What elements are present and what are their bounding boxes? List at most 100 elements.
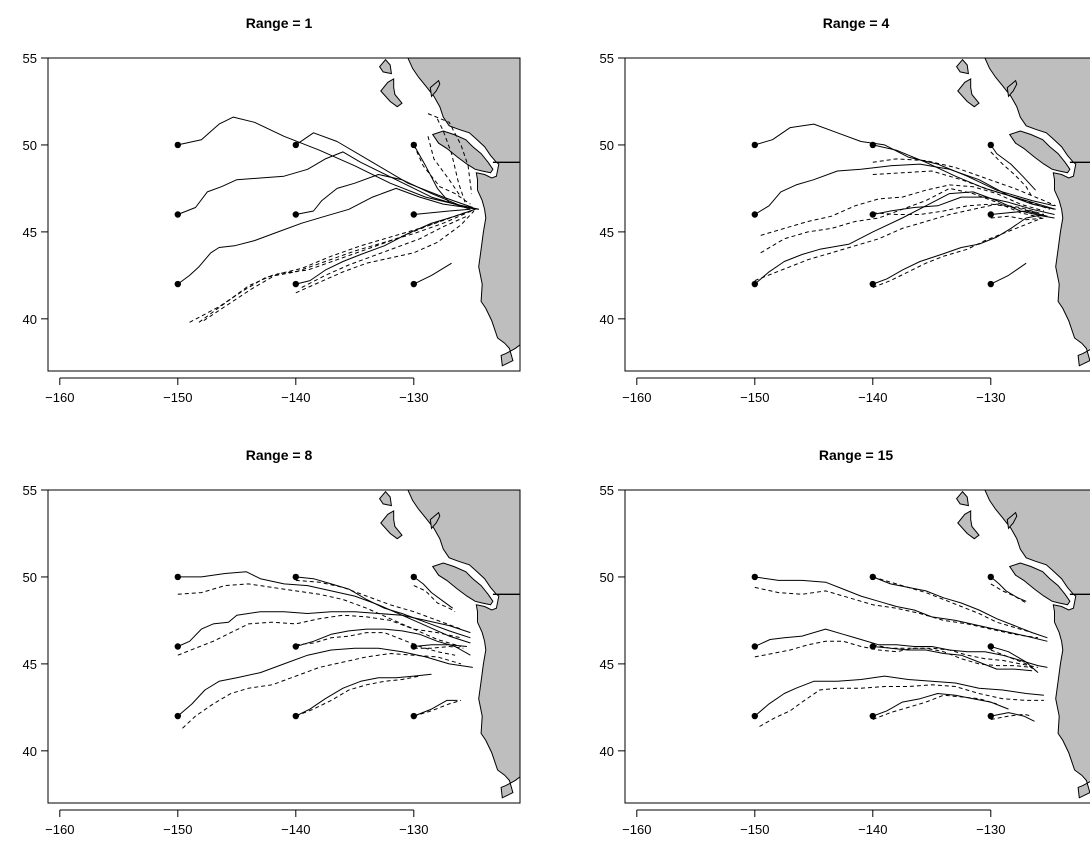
- island: [957, 510, 980, 540]
- island: [431, 562, 494, 606]
- plot-frame: [47, 57, 521, 372]
- start-point: [987, 211, 994, 218]
- trajectory-solid: [872, 144, 1056, 210]
- start-point: [174, 712, 181, 720]
- trajectory-solid: [413, 576, 453, 609]
- trajectory-dashed: [189, 208, 476, 323]
- y-tick-label: 55: [600, 483, 614, 498]
- trajectory-dashed: [760, 184, 1045, 236]
- start-point: [292, 280, 299, 288]
- trajectory-solid: [295, 174, 479, 215]
- start-point: [869, 643, 876, 650]
- trajectory-solid: [295, 576, 471, 639]
- start-point: [410, 573, 417, 581]
- y-axis: 40 45 50 55: [23, 483, 48, 759]
- start-point: [987, 712, 994, 720]
- trajectory-dashed: [177, 614, 462, 656]
- start-point: [869, 280, 876, 288]
- trajectory-solid: [177, 647, 473, 717]
- x-axis: −160 −150 −140 −130: [622, 377, 1005, 405]
- x-tick-label: −140: [858, 822, 887, 837]
- map-area: [751, 490, 1090, 799]
- map-plot: [624, 489, 1090, 804]
- x-tick-label: −150: [163, 822, 192, 837]
- start-point: [751, 280, 758, 288]
- x-tick-label: −150: [740, 390, 769, 405]
- start-point: [292, 643, 299, 650]
- trajectory-dashed: [413, 585, 456, 613]
- island: [1008, 130, 1071, 174]
- trajectory-dashed: [427, 136, 462, 198]
- land-mass: [984, 490, 1090, 799]
- panel-title: Range = 8: [246, 447, 313, 463]
- trajectory-solid: [177, 571, 471, 634]
- trajectory-solid: [295, 132, 473, 208]
- y-axis: 40 45 50 55: [600, 51, 625, 327]
- trajectory-dashed: [872, 644, 1033, 668]
- x-tick-label: −160: [45, 390, 74, 405]
- trajectory-solid: [177, 611, 471, 647]
- y-tick-label: 40: [600, 312, 614, 327]
- trajectory-solid: [872, 693, 1009, 717]
- start-point: [869, 211, 876, 218]
- trajectory-solid: [295, 628, 471, 656]
- x-tick-label: −130: [976, 390, 1005, 405]
- trajectory-solid: [413, 262, 452, 285]
- trajectory-solid: [754, 675, 1044, 717]
- start-point: [292, 712, 299, 720]
- y-tick-label: 40: [23, 312, 37, 327]
- start-point: [869, 141, 876, 149]
- start-point: [410, 141, 417, 149]
- trajectory-solid: [413, 699, 458, 717]
- y-tick-label: 40: [600, 744, 614, 759]
- trajectory-solid: [754, 576, 1048, 642]
- trajectory-dashed: [872, 158, 1056, 207]
- map-plot: [624, 57, 1090, 372]
- start-point: [751, 712, 758, 720]
- x-tick-label: −130: [399, 390, 428, 405]
- y-tick-label: 55: [23, 483, 37, 498]
- trajectory-dashed: [990, 713, 1033, 720]
- start-point: [292, 141, 299, 149]
- island: [380, 78, 403, 108]
- trajectory-dashed: [427, 113, 473, 194]
- start-point: [174, 141, 181, 149]
- y-tick-label: 55: [600, 51, 614, 66]
- island: [957, 78, 980, 108]
- y-tick-label: 50: [23, 138, 37, 153]
- map-area: [751, 58, 1090, 367]
- map-plot: [47, 489, 521, 804]
- start-point: [410, 643, 417, 650]
- trajectory-dashed: [759, 684, 1044, 727]
- map-area: [174, 490, 520, 799]
- x-tick-label: −130: [399, 822, 428, 837]
- start-point: [174, 643, 181, 650]
- trajectory-solid: [872, 214, 1044, 285]
- trajectory-dashed: [301, 215, 468, 288]
- start-point: [174, 280, 181, 288]
- land-mass: [984, 58, 1090, 367]
- start-point: [174, 573, 181, 581]
- trajectory-solid: [990, 262, 1027, 285]
- x-axis: −160 −150 −140 −130: [45, 809, 428, 837]
- island: [431, 130, 494, 174]
- x-axis: −160 −150 −140 −130: [45, 377, 428, 405]
- start-point: [174, 211, 181, 218]
- trajectory-solid: [990, 576, 1027, 602]
- island: [378, 58, 392, 75]
- trajectory-dashed: [177, 583, 462, 639]
- trajectory-dashed: [203, 208, 476, 322]
- trajectory-solid: [990, 712, 1035, 722]
- map-plot: [47, 57, 521, 372]
- plot-frame: [624, 57, 1090, 372]
- panel-title: Range = 4: [823, 15, 890, 31]
- trajectory-dashed: [872, 576, 1033, 634]
- trajectory-dashed: [872, 694, 997, 720]
- x-tick-label: −160: [622, 390, 651, 405]
- x-tick-label: −140: [858, 390, 887, 405]
- start-point: [869, 573, 876, 581]
- trajectory-dashed: [990, 215, 1047, 221]
- panel-range-15: Range = 15 −160 −150 −140 −130 40 45 50 55: [600, 447, 1090, 837]
- y-axis: 40 45 50 55: [23, 51, 48, 327]
- x-tick-label: −160: [45, 822, 74, 837]
